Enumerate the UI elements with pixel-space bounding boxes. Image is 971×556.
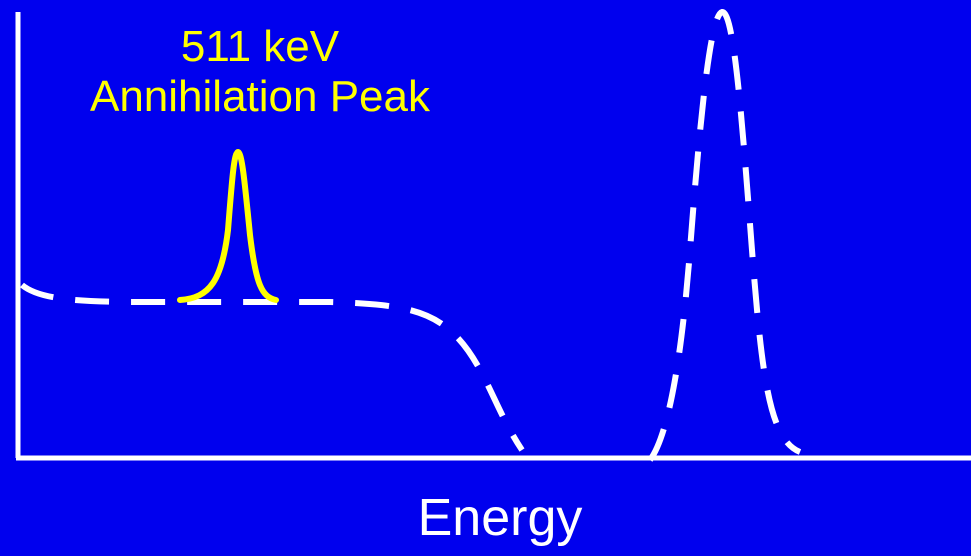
annihilation-peak-curve bbox=[177, 148, 279, 303]
annotation-line-name: Annihilation Peak bbox=[89, 72, 430, 121]
photopeak-dashed-curve bbox=[647, 9, 802, 462]
annotation-line-energy: 511 keV bbox=[180, 22, 340, 71]
annihilation-peak-label: 511 keV Annihilation Peak bbox=[40, 22, 480, 122]
compton-continuum-dashed-curve bbox=[20, 282, 525, 452]
x-axis-label: Energy bbox=[417, 489, 583, 547]
